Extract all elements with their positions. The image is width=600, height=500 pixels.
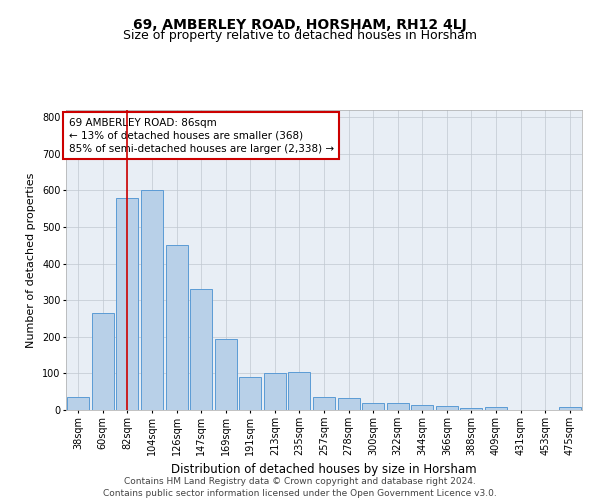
Bar [116, 198, 139, 410]
Bar [67, 397, 89, 410]
Bar [190, 290, 212, 410]
Bar [313, 397, 335, 410]
Text: 69, AMBERLEY ROAD, HORSHAM, RH12 4LJ: 69, AMBERLEY ROAD, HORSHAM, RH12 4LJ [133, 18, 467, 32]
Bar [411, 405, 433, 410]
Bar [141, 190, 163, 410]
X-axis label: Distribution of detached houses by size in Horsham: Distribution of detached houses by size … [171, 464, 477, 476]
Bar [460, 408, 482, 410]
Bar [436, 406, 458, 410]
Bar [386, 404, 409, 410]
Y-axis label: Number of detached properties: Number of detached properties [26, 172, 37, 348]
Text: Contains HM Land Registry data © Crown copyright and database right 2024.
Contai: Contains HM Land Registry data © Crown c… [103, 476, 497, 498]
Bar [289, 372, 310, 410]
Text: 69 AMBERLEY ROAD: 86sqm
← 13% of detached houses are smaller (368)
85% of semi-d: 69 AMBERLEY ROAD: 86sqm ← 13% of detache… [68, 118, 334, 154]
Bar [559, 407, 581, 410]
Bar [362, 404, 384, 410]
Bar [239, 377, 262, 410]
Bar [215, 338, 237, 410]
Bar [166, 246, 188, 410]
Bar [264, 374, 286, 410]
Bar [92, 313, 114, 410]
Text: Size of property relative to detached houses in Horsham: Size of property relative to detached ho… [123, 29, 477, 42]
Bar [485, 407, 507, 410]
Bar [338, 398, 359, 410]
